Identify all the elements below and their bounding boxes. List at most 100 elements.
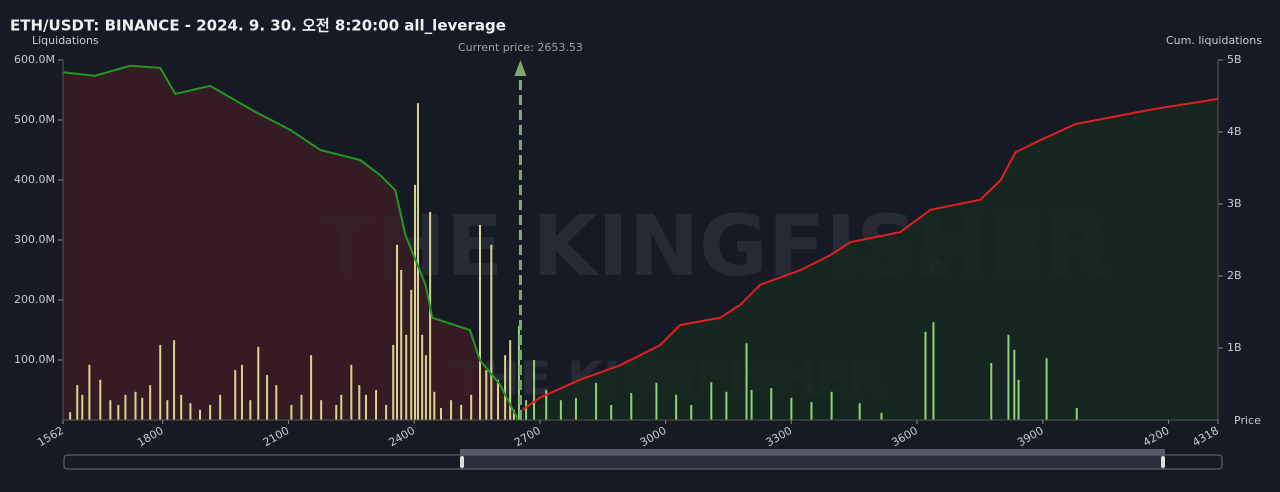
liquidation-bar: [134, 391, 137, 420]
liquidation-bar: [385, 405, 388, 420]
liquidation-bar: [320, 400, 323, 420]
liquidation-bar: [117, 405, 120, 420]
x-tick-label: 3300: [764, 424, 795, 449]
liquidation-bar: [364, 394, 367, 420]
liquidation-bar: [525, 400, 528, 420]
liquidation-bar: [858, 403, 861, 420]
liquidation-bar: [76, 385, 79, 420]
y-tick-label: 100.0M: [14, 353, 55, 366]
liquidation-bar: [574, 397, 577, 420]
liquidation-bar: [485, 370, 488, 420]
liquidation-bar: [416, 103, 419, 420]
liquidation-bar: [497, 379, 500, 420]
y2-axis-label: Cum. liquidations: [1166, 34, 1262, 47]
liquidation-bar: [149, 385, 152, 420]
liquidation-bar: [630, 393, 633, 420]
y2-tick-label: 3B: [1227, 197, 1242, 210]
liquidation-bar: [173, 340, 176, 420]
liquidation-bar: [310, 355, 313, 420]
liquidation-bar: [490, 244, 493, 420]
liquidation-bar: [559, 400, 562, 420]
liquidation-bar: [830, 391, 833, 420]
liquidation-bar: [610, 405, 613, 420]
liquidation-bar: [166, 400, 169, 420]
liquidation-bar: [710, 382, 713, 420]
liquidation-bar: [440, 408, 443, 420]
y-axis-label: Liquidations: [32, 34, 99, 47]
cum-line: [62, 64, 520, 421]
liquidation-bar: [414, 184, 417, 420]
liquidation-bar: [725, 391, 728, 420]
y2-tick-label: 2B: [1227, 269, 1242, 282]
liquidation-bar: [375, 390, 378, 420]
x-tick-label: 2700: [512, 424, 543, 449]
current-price-arrow: [514, 60, 527, 76]
liquidation-bar: [1045, 358, 1048, 420]
liquidation-bar: [141, 397, 144, 420]
x-tick-label: 3900: [1015, 424, 1046, 449]
liquidation-bar: [595, 382, 598, 420]
y-tick-label: 200.0M: [14, 293, 55, 306]
liquidation-bar: [209, 405, 212, 420]
cum-line: [521, 97, 1219, 411]
liquidation-bar: [88, 364, 91, 420]
liquidation-bar: [433, 391, 436, 420]
cum-area: [63, 65, 519, 420]
liquidation-bar: [392, 345, 395, 420]
scrollbar[interactable]: [63, 449, 1223, 470]
liquidation-bar: [257, 346, 260, 420]
liquidation-bar: [470, 394, 473, 420]
liquidation-bar: [199, 409, 202, 420]
liquidation-bar: [750, 390, 753, 420]
liquidation-bar: [880, 412, 883, 420]
liquidation-bar: [1075, 408, 1078, 420]
x-tick-label: 4318: [1190, 424, 1221, 449]
scroll-handle[interactable]: [460, 456, 464, 468]
liquidation-bar: [1017, 379, 1020, 420]
y-tick-label: 500.0M: [14, 113, 55, 126]
liquidation-bar: [509, 340, 512, 420]
liquidation-bar: [421, 334, 424, 420]
y2-tick-label: 5B: [1227, 53, 1242, 66]
liquidation-bar: [460, 405, 463, 420]
liquidation-bar: [1013, 349, 1016, 420]
liquidation-bar: [124, 394, 127, 420]
liquidation-bar: [234, 370, 237, 420]
x-tick-label: 3000: [638, 424, 669, 449]
liquidation-bar: [424, 355, 427, 420]
scroll-thumb[interactable]: [461, 454, 1164, 470]
liquidation-bar: [358, 385, 361, 420]
y-tick-label: 400.0M: [14, 173, 55, 186]
liquidation-bar: [400, 270, 403, 420]
current-price-label: Current price: 2653.53: [458, 41, 583, 54]
x-tick-label: 3600: [889, 424, 920, 449]
liquidation-bar: [675, 394, 678, 420]
x-axis-label: Price: [1234, 414, 1261, 427]
liquidation-bar: [159, 345, 162, 420]
liquidation-bar: [249, 400, 252, 420]
liquidation-bar: [450, 400, 453, 420]
y2-tick-label: 1B: [1227, 341, 1242, 354]
y-tick-label: 300.0M: [14, 233, 55, 246]
liquidation-bar: [335, 405, 338, 420]
x-tick-label: 1800: [135, 424, 166, 449]
x-tick-label: 2400: [386, 424, 417, 449]
liquidation-bar: [655, 382, 658, 420]
liquidation-bar: [924, 331, 927, 420]
liquidation-bar: [545, 390, 548, 420]
liquidation-bar: [189, 403, 192, 420]
chart-title: ETH/USDT: BINANCE - 2024. 9. 30. 오전 8:20…: [10, 17, 506, 35]
liquidation-bar: [81, 394, 84, 420]
cum-area: [522, 98, 1218, 420]
liquidation-bar: [810, 402, 813, 420]
scroll-handle[interactable]: [1161, 456, 1165, 468]
liquidation-bar: [396, 244, 399, 420]
scroll-grip[interactable]: [460, 449, 1165, 455]
x-tick-label: 1562: [35, 424, 66, 449]
liquidation-bar: [990, 363, 993, 420]
liquidation-bar: [290, 405, 293, 420]
y2-tick-label: 4B: [1227, 125, 1242, 138]
liquidation-bar: [219, 394, 222, 420]
liquidation-bar: [266, 375, 269, 420]
liquidation-bar: [410, 289, 413, 420]
